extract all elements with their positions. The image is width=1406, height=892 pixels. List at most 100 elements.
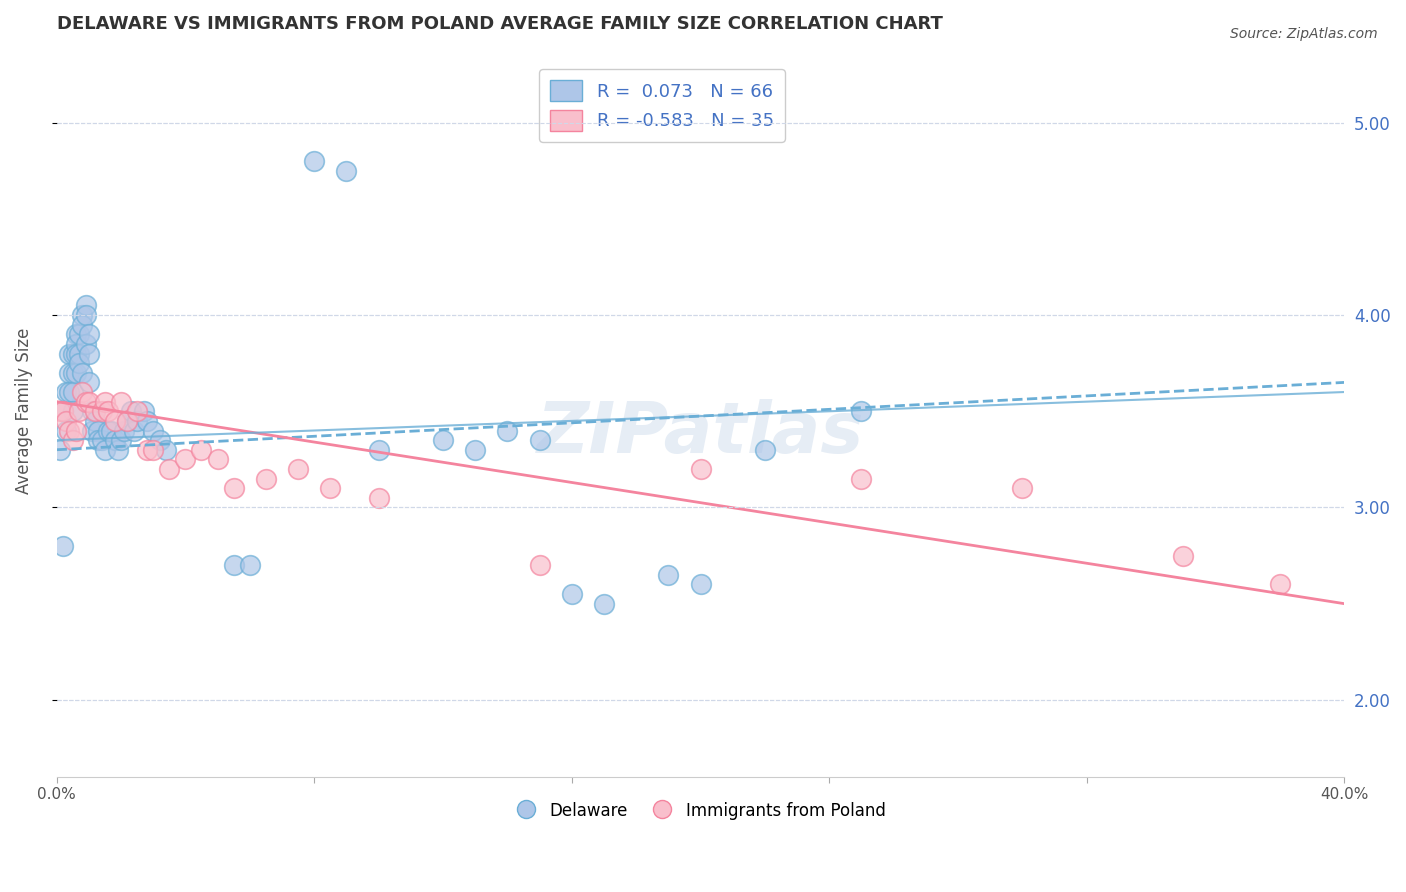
Point bbox=[84, 414, 107, 428]
Point bbox=[127, 404, 149, 418]
Point bbox=[77, 394, 100, 409]
Point bbox=[561, 587, 583, 601]
Point bbox=[65, 424, 87, 438]
Text: Source: ZipAtlas.com: Source: ZipAtlas.com bbox=[1230, 27, 1378, 41]
Point bbox=[1011, 481, 1033, 495]
Point bbox=[1173, 549, 1195, 563]
Point bbox=[84, 404, 107, 418]
Point bbox=[65, 337, 87, 351]
Point bbox=[110, 394, 132, 409]
Point bbox=[287, 462, 309, 476]
Point bbox=[302, 154, 325, 169]
Point bbox=[117, 414, 139, 428]
Point bbox=[87, 433, 110, 447]
Point bbox=[52, 404, 75, 418]
Point bbox=[319, 481, 342, 495]
Point bbox=[62, 384, 84, 399]
Legend: Delaware, Immigrants from Poland: Delaware, Immigrants from Poland bbox=[509, 796, 893, 827]
Point bbox=[65, 346, 87, 360]
Point bbox=[67, 327, 90, 342]
Point bbox=[851, 404, 873, 418]
Point bbox=[112, 424, 135, 438]
Point bbox=[49, 442, 72, 457]
Point bbox=[77, 346, 100, 360]
Text: DELAWARE VS IMMIGRANTS FROM POLAND AVERAGE FAMILY SIZE CORRELATION CHART: DELAWARE VS IMMIGRANTS FROM POLAND AVERA… bbox=[56, 15, 942, 33]
Point bbox=[77, 327, 100, 342]
Point bbox=[97, 424, 120, 438]
Point bbox=[75, 337, 97, 351]
Point bbox=[80, 424, 103, 438]
Point bbox=[464, 442, 486, 457]
Point bbox=[72, 384, 94, 399]
Point bbox=[77, 376, 100, 390]
Point bbox=[62, 346, 84, 360]
Point bbox=[103, 433, 125, 447]
Point bbox=[222, 481, 245, 495]
Point bbox=[593, 597, 616, 611]
Point bbox=[1268, 577, 1291, 591]
Point bbox=[55, 384, 77, 399]
Point bbox=[142, 442, 165, 457]
Point bbox=[87, 424, 110, 438]
Point bbox=[72, 366, 94, 380]
Point bbox=[75, 298, 97, 312]
Point bbox=[122, 424, 145, 438]
Point bbox=[55, 424, 77, 438]
Point bbox=[49, 404, 72, 418]
Point bbox=[52, 404, 75, 418]
Point bbox=[851, 472, 873, 486]
Point bbox=[689, 577, 711, 591]
Point bbox=[75, 394, 97, 409]
Point bbox=[432, 433, 454, 447]
Point bbox=[65, 327, 87, 342]
Point bbox=[135, 442, 157, 457]
Point bbox=[142, 424, 165, 438]
Point bbox=[754, 442, 776, 457]
Point bbox=[67, 346, 90, 360]
Point bbox=[335, 163, 357, 178]
Point bbox=[94, 394, 117, 409]
Point bbox=[149, 433, 172, 447]
Point bbox=[58, 366, 80, 380]
Point bbox=[52, 539, 75, 553]
Point bbox=[58, 424, 80, 438]
Point bbox=[94, 442, 117, 457]
Point bbox=[190, 442, 212, 457]
Point bbox=[72, 308, 94, 322]
Point bbox=[67, 356, 90, 370]
Point bbox=[529, 558, 551, 573]
Y-axis label: Average Family Size: Average Family Size bbox=[15, 328, 32, 494]
Point bbox=[55, 414, 77, 428]
Point bbox=[62, 404, 84, 418]
Point bbox=[529, 433, 551, 447]
Point bbox=[58, 384, 80, 399]
Point bbox=[110, 433, 132, 447]
Text: ZIPatlas: ZIPatlas bbox=[537, 399, 865, 467]
Point bbox=[103, 414, 125, 428]
Point bbox=[157, 462, 180, 476]
Point bbox=[75, 308, 97, 322]
Point bbox=[97, 404, 120, 418]
Point bbox=[222, 558, 245, 573]
Point bbox=[90, 404, 112, 418]
Point bbox=[367, 442, 389, 457]
Point bbox=[127, 414, 149, 428]
Point bbox=[132, 404, 155, 418]
Point bbox=[80, 404, 103, 418]
Point bbox=[72, 318, 94, 332]
Point bbox=[65, 366, 87, 380]
Point bbox=[135, 414, 157, 428]
Point bbox=[62, 433, 84, 447]
Point bbox=[90, 433, 112, 447]
Point bbox=[496, 424, 519, 438]
Point bbox=[84, 404, 107, 418]
Point bbox=[107, 442, 129, 457]
Point bbox=[117, 414, 139, 428]
Point bbox=[657, 567, 679, 582]
Point bbox=[58, 346, 80, 360]
Point bbox=[239, 558, 262, 573]
Point bbox=[174, 452, 197, 467]
Point bbox=[120, 404, 142, 418]
Point bbox=[207, 452, 229, 467]
Point bbox=[67, 404, 90, 418]
